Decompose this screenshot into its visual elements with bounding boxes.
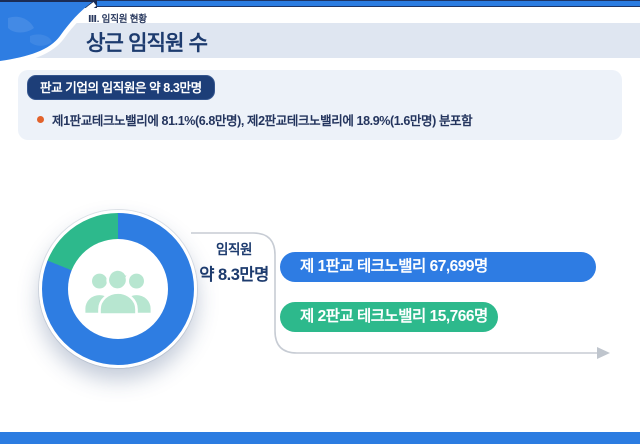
donut-total-label-line1: 임직원 <box>215 242 253 257</box>
bar-pangyo2: 제 2판교 테크노밸리 15,766명 <box>280 302 498 332</box>
bar-pangyo1: 제 1판교 테크노밸리 67,699명 <box>280 252 596 282</box>
arrowhead-icon <box>597 347 610 359</box>
header-top-strip <box>0 0 640 7</box>
summary-bullet-row: 제1판교테크노밸리에 81.1%(6.8만명), 제2판교테크노밸리에 18.9… <box>37 110 473 129</box>
donut-total-label: 임직원 약 8.3만명 <box>186 238 282 285</box>
donut-center <box>68 239 168 339</box>
donut-total-label-line2: 약 8.3만명 <box>199 266 269 284</box>
people-icon <box>85 268 151 316</box>
section-kicker: Ⅲ. 임직원 현황 <box>88 14 147 25</box>
donut-chart <box>39 210 197 368</box>
header-swoosh-graphic <box>0 1 97 66</box>
footer-accent-bar <box>0 432 640 444</box>
header-title-band <box>0 23 640 58</box>
summary-bullet-text: 제1판교테크노밸리에 81.1%(6.8만명), 제2판교테크노밸리에 18.9… <box>52 114 473 128</box>
bullet-dot-icon <box>37 116 44 123</box>
summary-headline-pill: 판교 기업의 임직원은 약 8.3만명 <box>27 75 215 100</box>
page-title: 상근 임직원 수 <box>86 32 208 55</box>
